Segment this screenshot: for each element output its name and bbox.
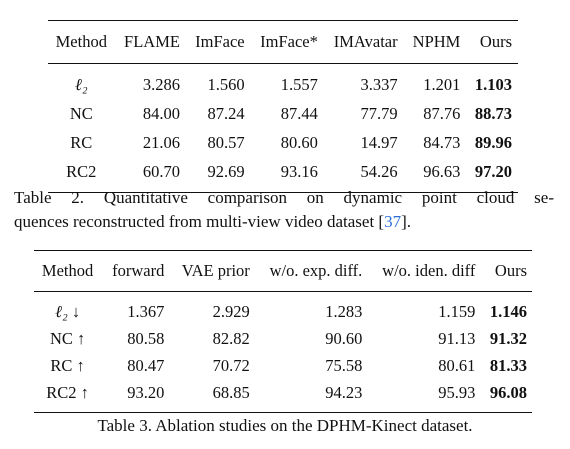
value-cell: 92.69 xyxy=(207,161,245,181)
ours-cell: 96.08 xyxy=(480,379,532,413)
ours-cell: 97.20 xyxy=(466,157,518,193)
method-cell: ℓ₂ ↓ xyxy=(55,301,81,321)
caption-text: ]. xyxy=(401,212,412,231)
value-cell: 1.201 xyxy=(423,74,461,94)
table-3: Method forward VAE prior w/o. exp. diff.… xyxy=(34,250,532,413)
value-cell: 93.16 xyxy=(280,161,318,181)
header-cell: FLAME xyxy=(114,20,186,64)
value-cell: 80.60 xyxy=(280,132,318,152)
ours-cell: 81.33 xyxy=(480,352,532,379)
method-cell: NC ↑ xyxy=(49,328,86,348)
table-row: NC 84.00 87.24 87.44 77.79 87.76 88.73 xyxy=(48,99,518,128)
value-cell: 54.26 xyxy=(360,161,398,181)
method-cell: RC ↑ xyxy=(50,355,85,375)
value-cell: 70.72 xyxy=(212,355,250,375)
table-row: ℓ₂ ↓ 1.367 2.929 1.283 1.159 1.146 xyxy=(34,292,532,326)
table-header-row: Method FLAME ImFace ImFace* IMAvatar NPH… xyxy=(48,20,518,64)
best-value: 1.146 xyxy=(489,301,527,321)
value-cell: 3.337 xyxy=(360,74,398,94)
value-cell: 60.70 xyxy=(142,161,180,181)
table-row: NC ↑ 80.58 82.82 90.60 91.13 91.32 xyxy=(34,325,532,352)
citation-link[interactable]: 37 xyxy=(384,212,402,231)
header-cell: IMAvatar xyxy=(323,20,404,64)
table-row: RC2 ↑ 93.20 68.85 94.23 95.93 96.08 xyxy=(34,379,532,413)
value-cell: 1.557 xyxy=(280,74,318,94)
value-cell: 84.73 xyxy=(423,132,461,152)
value-cell: 95.93 xyxy=(438,382,476,402)
table-header-row: Method forward VAE prior w/o. exp. diff.… xyxy=(34,250,532,292)
value-cell: 90.60 xyxy=(325,328,363,348)
table-row: RC2 60.70 92.69 93.16 54.26 96.63 97.20 xyxy=(48,157,518,193)
value-cell: 77.79 xyxy=(360,103,398,123)
value-cell: 93.20 xyxy=(127,382,165,402)
caption-line-2: quences reconstructed from multi-view vi… xyxy=(14,212,411,231)
value-cell: 87.76 xyxy=(423,103,461,123)
header-cell: VAE prior xyxy=(169,250,255,292)
table-2: Method FLAME ImFace ImFace* IMAvatar NPH… xyxy=(48,20,518,193)
method-cell: RC2 xyxy=(66,161,97,181)
best-value: 96.08 xyxy=(489,382,527,402)
table-row: RC ↑ 80.47 70.72 75.58 80.61 81.33 xyxy=(34,352,532,379)
best-value: 91.32 xyxy=(489,328,527,348)
value-cell: 1.159 xyxy=(438,301,476,321)
value-cell: 96.63 xyxy=(423,161,461,181)
header-cell: w/o. exp. diff. xyxy=(254,250,368,292)
value-cell: 21.06 xyxy=(142,132,180,152)
method-cell: ℓ₂ xyxy=(74,74,88,94)
value-cell: 91.13 xyxy=(438,328,476,348)
table-3-caption: Table 3. Ablation studies on the DPHM-Ki… xyxy=(97,416,473,435)
ours-cell: 1.146 xyxy=(480,292,532,326)
caption-line-1: Table 2. Quantitative comparison on dyna… xyxy=(14,188,554,207)
value-cell: 75.58 xyxy=(325,355,363,375)
value-cell: 87.24 xyxy=(207,103,245,123)
table-row: ℓ₂ 3.286 1.560 1.557 3.337 1.201 1.103 xyxy=(48,64,518,100)
header-cell: NPHM xyxy=(403,20,467,64)
best-value: 1.103 xyxy=(474,74,512,94)
value-cell: 80.57 xyxy=(207,132,245,152)
ours-cell: 91.32 xyxy=(480,325,532,352)
header-cell: Method xyxy=(48,20,115,64)
value-cell: 84.00 xyxy=(142,103,180,123)
best-value: 97.20 xyxy=(474,161,512,181)
table-row: RC 21.06 80.57 80.60 14.97 84.73 89.96 xyxy=(48,128,518,157)
ours-cell: 88.73 xyxy=(466,99,518,128)
best-value: 81.33 xyxy=(489,355,527,375)
ours-cell: 89.96 xyxy=(466,128,518,157)
header-cell: ImFace* xyxy=(250,20,324,64)
value-cell: 80.58 xyxy=(127,328,165,348)
value-cell: 94.23 xyxy=(325,382,363,402)
method-cell: RC xyxy=(70,132,93,152)
value-cell: 87.44 xyxy=(280,103,318,123)
value-cell: 1.283 xyxy=(325,301,363,321)
header-cell: ImFace xyxy=(185,20,251,64)
header-cell: Method xyxy=(34,250,102,292)
value-cell: 80.61 xyxy=(438,355,476,375)
value-cell: 82.82 xyxy=(212,328,250,348)
value-cell: 2.929 xyxy=(212,301,250,321)
table-2-caption: Table 2. Quantitative comparison on dyna… xyxy=(14,186,554,234)
header-cell: forward xyxy=(101,250,170,292)
ours-cell: 1.103 xyxy=(466,64,518,100)
value-cell: 1.560 xyxy=(207,74,245,94)
caption-text: quences reconstructed from multi-view vi… xyxy=(14,212,385,231)
header-cell: Ours xyxy=(480,250,532,292)
value-cell: 14.97 xyxy=(360,132,398,152)
value-cell: 80.47 xyxy=(127,355,165,375)
value-cell: 3.286 xyxy=(142,74,180,94)
method-cell: RC2 ↑ xyxy=(46,382,89,402)
method-cell: NC xyxy=(69,103,93,123)
header-cell: w/o. iden. diff xyxy=(367,250,481,292)
header-cell: Ours xyxy=(466,20,518,64)
best-value: 89.96 xyxy=(474,132,512,152)
value-cell: 1.367 xyxy=(127,301,165,321)
value-cell: 68.85 xyxy=(212,382,250,402)
best-value: 88.73 xyxy=(474,103,512,123)
